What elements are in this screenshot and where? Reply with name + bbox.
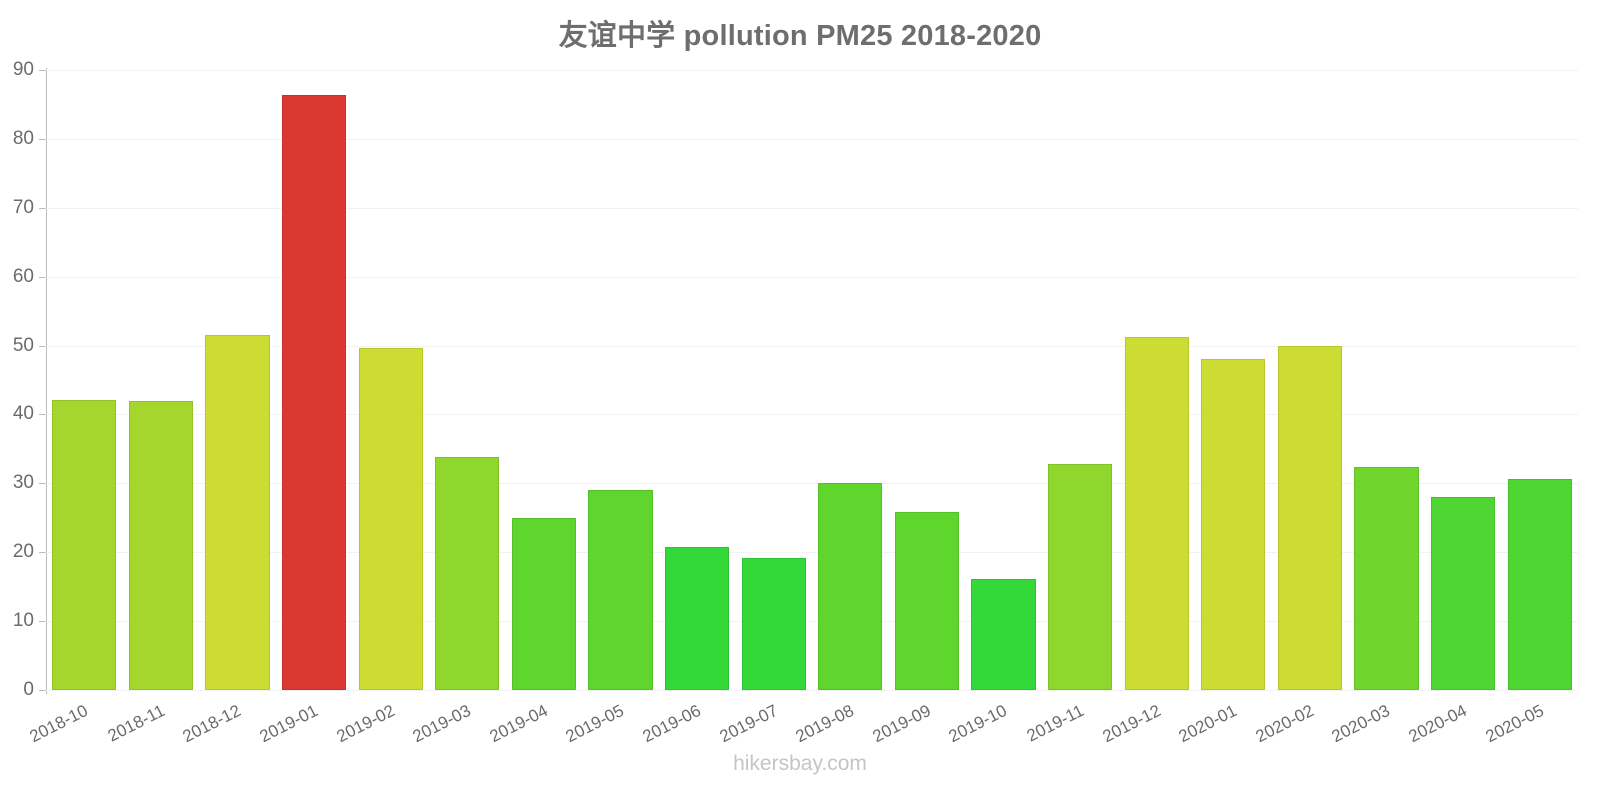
bar-slot [812,70,889,690]
bar-slot [1501,70,1578,690]
footer-attribution: hikersbay.com [733,752,867,775]
bar[interactable] [664,547,730,690]
bar-slot [965,70,1042,690]
y-axis-tick-mark [39,621,46,623]
bars-layer [46,70,1578,690]
y-axis-tick-mark [39,345,46,347]
x-axis-tick-label: 2018-10 [26,700,92,747]
bar-slot [659,70,736,690]
bar[interactable] [1124,336,1189,690]
gridline [46,276,1578,278]
bar-slot [1272,70,1349,690]
bar[interactable] [511,517,577,690]
y-axis-tick-label: 50 [12,334,34,356]
bar-slot [506,70,583,690]
y-axis-tick-label: 0 [23,679,34,700]
bar-slot [1348,70,1425,690]
bar-slot [429,70,506,690]
bar[interactable] [971,579,1036,690]
bar-slot [46,70,123,690]
chart-title: 友谊中学 pollution PM25 2018-2020 [558,20,1042,52]
y-axis-tick-mark [39,483,46,485]
bar[interactable] [205,334,270,690]
y-axis-tick-mark [39,138,46,140]
y-axis-tick-mark [39,70,46,71]
y-axis-tick-label: 80 [12,127,34,149]
y-axis-tick-label: 60 [12,265,34,287]
y-axis-tick-mark [39,690,46,691]
y-axis-line [46,68,47,694]
bar[interactable] [435,457,500,690]
y-axis-tick-mark [39,276,46,278]
bar[interactable] [1201,359,1266,690]
gridline [46,414,1578,416]
bar-slot [276,70,353,690]
bar[interactable] [1277,345,1343,690]
bar-slot [352,70,429,690]
gridline [46,552,1578,554]
y-axis-tick-label: 10 [12,610,34,632]
bar-slot [889,70,966,690]
bar-slot [1118,70,1195,690]
bar[interactable] [358,347,423,690]
gridline [46,621,1578,623]
y-axis-tick-label: 70 [12,196,34,218]
bar[interactable] [588,489,653,690]
y-axis-tick-label: 20 [12,541,34,563]
y-axis-tick-mark [39,207,46,209]
bar-slot [1042,70,1119,690]
bar[interactable] [1047,464,1113,690]
bar[interactable] [894,511,960,690]
bar[interactable] [1430,497,1496,690]
bar[interactable] [1507,478,1572,690]
bar[interactable] [1354,466,1419,690]
gridline [46,483,1578,485]
bar-slot [582,70,659,690]
gridline [46,345,1578,347]
y-axis-tick-mark [39,552,46,554]
bar[interactable] [52,399,117,690]
bar-slot [199,70,276,690]
gridline [46,207,1578,209]
gridline [46,690,1578,691]
gridline [46,138,1578,140]
y-axis-tick-label: 30 [12,472,34,494]
y-axis-tick-label: 90 [12,59,34,80]
gridline [46,70,1578,71]
bar[interactable] [281,94,347,690]
bar[interactable] [818,482,883,690]
bar-slot [123,70,200,690]
bar-slot [1195,70,1272,690]
bar-slot [735,70,812,690]
plot-area: 0 10 20 30 40 50 60 70 80 90 [13,59,1578,700]
y-axis-tick-mark [39,414,46,416]
bar[interactable] [128,400,194,690]
y-axis-tick-label: 40 [12,403,34,425]
bar[interactable] [741,557,806,690]
bar-slot [1425,70,1502,690]
